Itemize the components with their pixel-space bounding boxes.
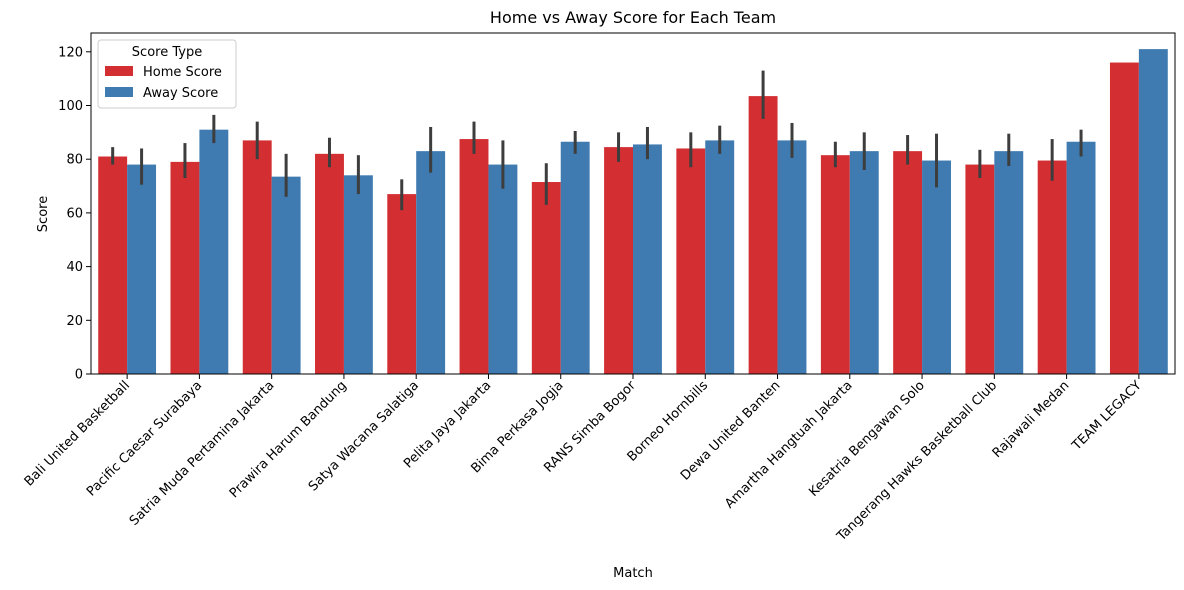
bar-home <box>1109 62 1139 374</box>
bar-away <box>488 164 518 374</box>
bar-away <box>271 176 301 374</box>
bar-away <box>994 151 1024 374</box>
y-tick-label: 40 <box>66 260 83 275</box>
bar-home <box>98 156 128 374</box>
bar-away <box>1066 141 1096 374</box>
y-axis-title: Score <box>36 196 51 232</box>
bar-away <box>1138 49 1168 375</box>
x-tick-label: Tangerang Hawks Basketball Club <box>834 378 1001 545</box>
y-tick-label: 100 <box>58 99 83 114</box>
x-tick-label: Amartha Hangtuah Jakarta <box>722 378 855 511</box>
legend-label-away: Away Score <box>143 86 218 101</box>
bar-away <box>777 140 807 374</box>
legend-swatch-home <box>105 66 133 76</box>
bar-home <box>315 153 344 374</box>
chart-title: Home vs Away Score for Each Team <box>490 8 776 27</box>
y-tick-label: 60 <box>66 206 83 221</box>
legend: Score Type Home Score Away Score <box>97 39 237 109</box>
x-tick-label: TEAM LEGACY <box>1069 378 1145 454</box>
bar-home <box>531 182 561 374</box>
bar-away <box>922 160 951 374</box>
bar-home <box>459 139 489 374</box>
bar-home <box>893 151 923 374</box>
y-tick-label: 120 <box>58 45 83 60</box>
bar-home <box>170 161 200 374</box>
bar-home <box>1037 160 1067 374</box>
x-tick-label: Pacific Caesar Surabaya <box>84 378 205 499</box>
bar-away <box>849 151 879 374</box>
legend-swatch-away <box>105 87 133 97</box>
legend-label-home: Home Score <box>143 65 222 80</box>
bar-home <box>820 155 850 374</box>
y-tick-label: 20 <box>66 314 83 329</box>
bar-away <box>633 144 662 374</box>
y-tick-label: 80 <box>66 153 83 168</box>
bar-home <box>604 147 633 374</box>
bar-away <box>343 175 373 374</box>
legend-title: Score Type <box>132 45 202 60</box>
x-tick-label: Satria Muda Pertamina Jakarta <box>127 378 278 529</box>
bar-away <box>560 141 590 374</box>
bar-away <box>127 164 157 374</box>
bar-away <box>705 140 735 374</box>
bar-home <box>387 194 417 374</box>
x-axis-title: Match <box>613 566 653 581</box>
bar-home <box>676 148 706 374</box>
bar-away <box>416 151 446 374</box>
x-tick-label: Rajawali Medan <box>990 378 1073 461</box>
bar-home <box>242 140 272 374</box>
y-tick-label: 0 <box>75 368 83 383</box>
bar-home <box>965 164 995 374</box>
bar-away <box>199 129 229 374</box>
x-tick-label: Prawira Harum Bandung <box>227 378 350 501</box>
x-tick-label: Kesatria Bengawan Solo <box>806 378 928 500</box>
bar-home <box>748 96 778 374</box>
